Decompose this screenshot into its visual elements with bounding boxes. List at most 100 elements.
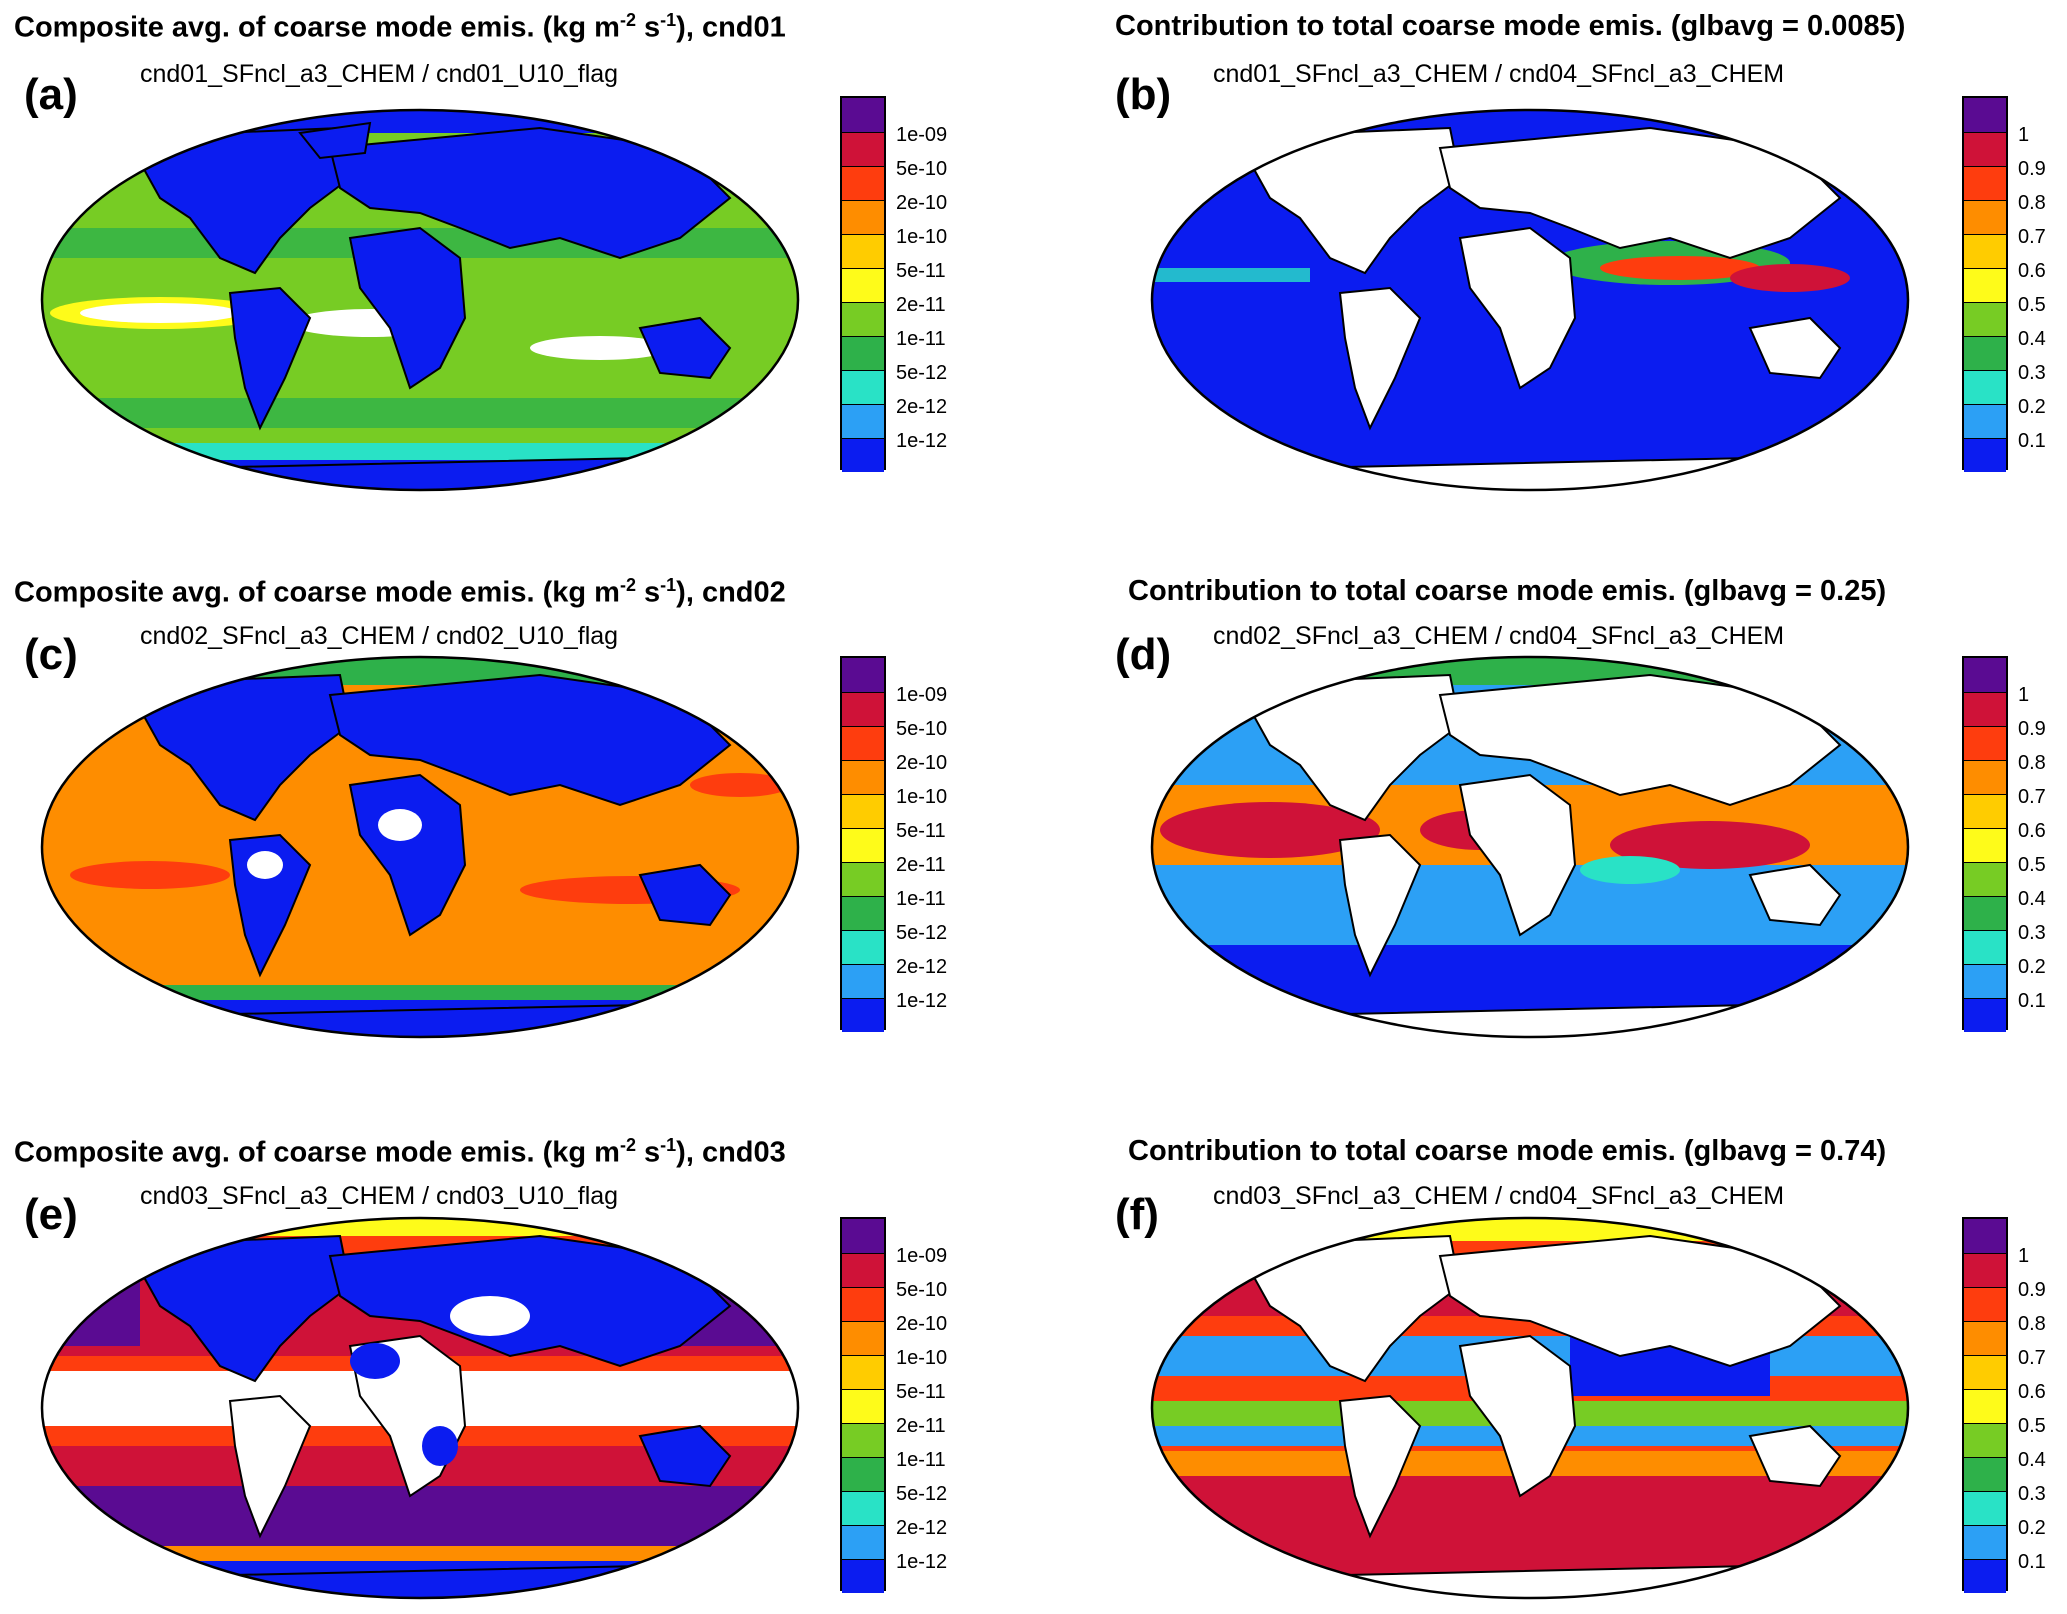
panel-c-title: Composite avg. of coarse mode emis. (kg … [14, 575, 786, 610]
colorbar-c-segment [842, 998, 884, 1032]
colorbar-b-segment [1964, 200, 2006, 234]
colorbar-b-segment [1964, 98, 2006, 132]
panel-e-title-sup1: -2 [619, 1135, 636, 1155]
colorbar-f-tick-label: 0.6 [2018, 1381, 2046, 1403]
colorbar-e-segment [842, 1321, 884, 1355]
colorbar-c-tick-label: 2e-11 [896, 854, 946, 876]
panel-a-title-sup1: -2 [619, 10, 636, 30]
panel-f-map [1150, 1216, 1910, 1600]
colorbar-e-tick-label: 1e-12 [896, 1551, 948, 1573]
colorbar-c-tick-label: 5e-10 [896, 718, 948, 740]
colorbar-f-tick-label: 0.3 [2018, 1483, 2046, 1505]
panel-c-map [40, 655, 800, 1039]
colorbar-b-segment [1964, 370, 2006, 404]
panel-a-title-suffix: ), cnd01 [676, 11, 786, 44]
colorbar-e-segment [842, 1287, 884, 1321]
colorbar-e-tick-label: 2e-10 [896, 1313, 948, 1335]
colorbar-a-segment [842, 200, 884, 234]
colorbar-e-segment [842, 1525, 884, 1559]
colorbar-d-segment [1964, 692, 2006, 726]
colorbar-a-tick-label: 1e-11 [896, 328, 946, 350]
colorbar-d-segment [1964, 998, 2006, 1032]
colorbar-d-tick-label: 0.9 [2018, 718, 2046, 740]
colorbar-e-segment [842, 1559, 884, 1593]
colorbar-b-segment [1964, 268, 2006, 302]
colorbar-e-segment [842, 1253, 884, 1287]
colorbar-a-segment [842, 370, 884, 404]
panel-f-subtitle: cnd03_SFncl_a3_CHEM / cnd04_SFncl_a3_CHE… [1213, 1182, 1785, 1210]
colorbar-e-segment [842, 1389, 884, 1423]
colorbar-e-tick-label: 2e-11 [896, 1415, 946, 1437]
colorbar-c-segment [842, 828, 884, 862]
colorbar-e-segment [842, 1457, 884, 1491]
panel-c-title-suffix: ), cnd02 [676, 576, 786, 609]
colorbar-d-tick-label: 0.7 [2018, 786, 2046, 808]
colorbar-b-tick-label: 1 [2018, 124, 2030, 146]
colorbar-b-tick-label: 0.4 [2018, 328, 2046, 350]
panel-b-subtitle: cnd01_SFncl_a3_CHEM / cnd04_SFncl_a3_CHE… [1213, 60, 1785, 88]
panel-e-label: (e) [24, 1190, 78, 1239]
colorbar-d-segment [1964, 828, 2006, 862]
colorbar-f-segment [1964, 1389, 2006, 1423]
colorbar-f-tick-label: 0.7 [2018, 1347, 2046, 1369]
colorbar-c-segment [842, 794, 884, 828]
panel-c-title-sup2: -1 [660, 575, 677, 595]
colorbar-b-segment [1964, 438, 2006, 472]
colorbar-a-tick-label: 1e-09 [896, 124, 948, 146]
colorbar-a-segment [842, 336, 884, 370]
colorbar-a-tick-label: 1e-12 [896, 430, 948, 452]
colorbar-c-tick-label: 2e-12 [896, 956, 948, 978]
colorbar-a-tick-label: 2e-11 [896, 294, 946, 316]
colorbar-d-tick-label: 0.8 [2018, 752, 2046, 774]
colorbar-d-segment [1964, 930, 2006, 964]
colorbar-a-segment [842, 166, 884, 200]
panel-e-title-prefix: Composite avg. of coarse mode emis. (kg … [14, 1136, 620, 1169]
colorbar-f-segment [1964, 1559, 2006, 1593]
colorbar-c-tick-label: 1e-11 [896, 888, 946, 910]
colorbar-b-tick-label: 0.8 [2018, 192, 2046, 214]
colorbar-f-tick-label: 0.4 [2018, 1449, 2046, 1471]
colorbar-f-segment [1964, 1457, 2006, 1491]
colorbar-c-segment [842, 964, 884, 998]
panel-d-map [1150, 655, 1910, 1039]
colorbar-e-segment [842, 1219, 884, 1253]
colorbar-c-segment [842, 760, 884, 794]
colorbar-d-segment [1964, 658, 2006, 692]
colorbar-c-tick-label: 5e-12 [896, 922, 948, 944]
colorbar-a-tick-label: 5e-10 [896, 158, 948, 180]
colorbar-b [1962, 96, 2008, 472]
panel-e-title-sup2: -1 [660, 1135, 677, 1155]
colorbar-e-tick-label: 1e-11 [896, 1449, 946, 1471]
colorbar-d-tick-label: 1 [2018, 684, 2030, 706]
colorbar-b-tick-label: 0.6 [2018, 260, 2046, 282]
colorbar-a-tick-label: 5e-11 [896, 260, 946, 282]
colorbar-a-segment [842, 404, 884, 438]
colorbar-c-tick-label: 5e-11 [896, 820, 946, 842]
colorbar-f-tick-label: 0.9 [2018, 1279, 2046, 1301]
colorbar-f-segment [1964, 1423, 2006, 1457]
panel-a-title-mid: s [635, 11, 661, 44]
colorbar-f-segment [1964, 1525, 2006, 1559]
colorbar-c-tick-label: 1e-09 [896, 684, 948, 706]
colorbar-f-segment [1964, 1355, 2006, 1389]
panel-c-subtitle: cnd02_SFncl_a3_CHEM / cnd02_U10_flag [140, 622, 619, 650]
colorbar-f-segment [1964, 1491, 2006, 1525]
colorbar-b-segment [1964, 132, 2006, 166]
colorbar-b-tick-label: 0.2 [2018, 396, 2046, 418]
colorbar-f-tick-label: 0.2 [2018, 1517, 2046, 1539]
colorbar-f-tick-label: 1 [2018, 1245, 2030, 1267]
colorbar-f-segment [1964, 1253, 2006, 1287]
colorbar-b-segment [1964, 336, 2006, 370]
panel-e-map [40, 1216, 800, 1600]
colorbar-c-segment [842, 862, 884, 896]
panel-e-subtitle: cnd03_SFncl_a3_CHEM / cnd03_U10_flag [140, 1182, 619, 1210]
colorbar-b-segment [1964, 166, 2006, 200]
colorbar-f [1962, 1217, 2008, 1593]
colorbar-c-segment [842, 896, 884, 930]
panel-b-map [1150, 108, 1910, 492]
colorbar-a-segment [842, 234, 884, 268]
panel-a-title-sup2: -1 [660, 10, 677, 30]
colorbar-e-tick-label: 5e-10 [896, 1279, 948, 1301]
panel-d-label: (d) [1115, 630, 1172, 679]
colorbar-e-tick-label: 1e-10 [896, 1347, 948, 1369]
